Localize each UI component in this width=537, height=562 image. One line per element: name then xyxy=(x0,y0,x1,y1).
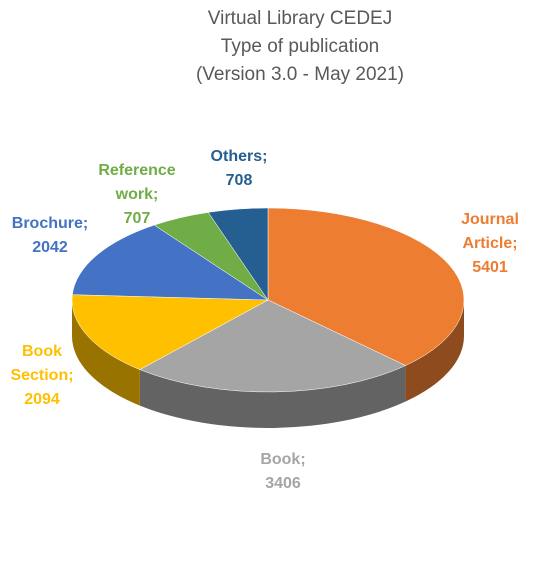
label-value: 5401 xyxy=(472,259,508,276)
label-separator: ; xyxy=(153,186,159,203)
chart-subtitle: (Version 3.0 - May 2021) xyxy=(196,64,404,85)
chart-subtitle: Type of publication xyxy=(221,36,379,57)
data-label: Book; 3406 xyxy=(238,448,328,496)
data-label: Others; 708 xyxy=(199,145,279,193)
data-label: Journal Article; 5401 xyxy=(445,208,535,280)
slice xyxy=(207,207,269,301)
label-category: Brochure xyxy=(11,215,83,232)
label-category: Book Section xyxy=(10,343,69,384)
label-value: 2042 xyxy=(32,239,68,256)
label-value: 708 xyxy=(225,172,253,189)
data-label: Brochure; 2042 xyxy=(0,212,100,260)
label-separator: ; xyxy=(262,148,268,165)
chart-title: Virtual Library CEDEJ xyxy=(208,8,392,29)
label-category: Journal Article xyxy=(461,211,519,252)
label-value: 2094 xyxy=(24,391,60,408)
label-category: Book xyxy=(260,451,301,468)
label-value: 707 xyxy=(123,210,151,227)
label-separator: ; xyxy=(68,367,74,384)
label-category: Others xyxy=(210,148,263,165)
data-label: Book Section; 2094 xyxy=(0,340,87,412)
label-category: Reference work xyxy=(98,162,176,203)
slice xyxy=(139,299,407,393)
label-separator: ; xyxy=(300,451,306,468)
slice xyxy=(72,224,269,301)
label-separator: ; xyxy=(512,235,518,252)
slice xyxy=(71,294,269,370)
label-separator: ; xyxy=(82,215,89,232)
slice-side xyxy=(72,300,140,406)
slice-side xyxy=(139,365,406,428)
slice-side xyxy=(405,300,464,402)
slice xyxy=(267,207,465,366)
data-label: Reference work; 707 xyxy=(82,159,192,231)
label-value: 3406 xyxy=(265,475,301,492)
